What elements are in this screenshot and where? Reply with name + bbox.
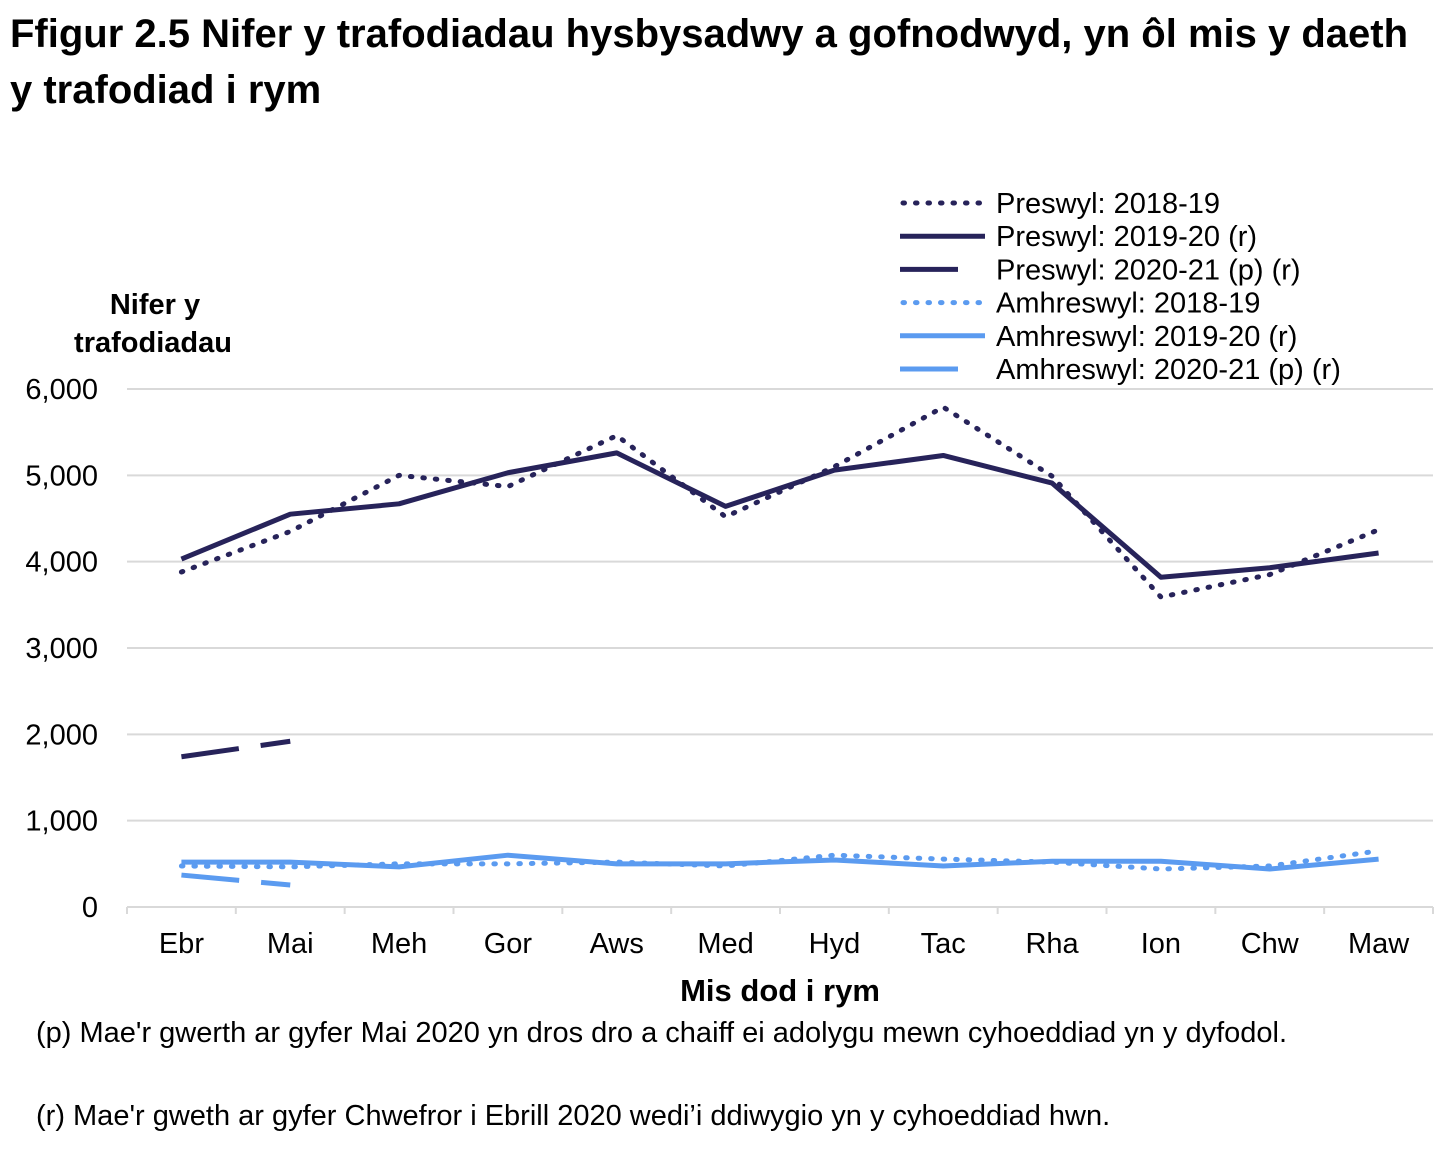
x-tick-label: Gor <box>484 928 533 960</box>
x-tick-label: Aws <box>590 928 644 960</box>
y-tick-label: 6,000 <box>25 374 98 406</box>
series-line-5 <box>181 872 291 888</box>
y-tick-label: 2,000 <box>25 719 98 751</box>
legend-label: Preswyl: 2020-21 (p) (r) <box>996 254 1301 286</box>
x-axis-title: Mis dod i rym <box>680 973 880 1008</box>
y-tick-label: 0 <box>82 892 98 924</box>
y-axis-title-line1: Nifer y <box>110 289 200 321</box>
series-line-0 <box>178 404 1382 600</box>
x-tick-label: Med <box>697 928 753 960</box>
footnote-r: (r) Mae'r gweth ar gyfer Chwefror i Ebri… <box>36 1100 1111 1132</box>
x-tick-label: Chw <box>1241 928 1300 960</box>
y-tick-label: 3,000 <box>25 633 98 665</box>
legend-label: Amhreswyl: 2018-19 <box>996 288 1260 320</box>
x-tick-label: Meh <box>371 928 427 960</box>
chart-title: Ffigur 2.5 Nifer y trafodiadau hysbysadw… <box>10 12 1409 112</box>
y-tick-label: 4,000 <box>25 547 98 579</box>
footnote-p: (p) Mae'r gwerth ar gyfer Mai 2020 yn dr… <box>36 1017 1288 1049</box>
x-tick-label: Maw <box>1348 928 1410 960</box>
series-line-4 <box>181 852 1379 872</box>
y-axis-title-line2: trafodiadau <box>74 327 232 359</box>
legend-label: Preswyl: 2019-20 (r) <box>996 221 1257 253</box>
x-tick-label: Ebr <box>159 928 204 960</box>
x-tick-label: Tac <box>921 928 966 960</box>
y-tick-label: 5,000 <box>25 460 98 492</box>
series-line-2 <box>181 738 291 760</box>
y-tick-label: 1,000 <box>25 806 98 838</box>
x-tick-label: Ion <box>1141 928 1181 960</box>
x-tick-label: Hyd <box>809 928 861 960</box>
legend-label: Preswyl: 2018-19 <box>996 188 1220 220</box>
legend-label: Amhreswyl: 2019-20 (r) <box>996 321 1297 353</box>
series-line-1 <box>180 450 1379 580</box>
x-tick-label: Mai <box>267 928 314 960</box>
x-tick-label: Rha <box>1025 928 1079 960</box>
legend-label: Amhreswyl: 2020-21 (p) (r) <box>996 354 1341 386</box>
